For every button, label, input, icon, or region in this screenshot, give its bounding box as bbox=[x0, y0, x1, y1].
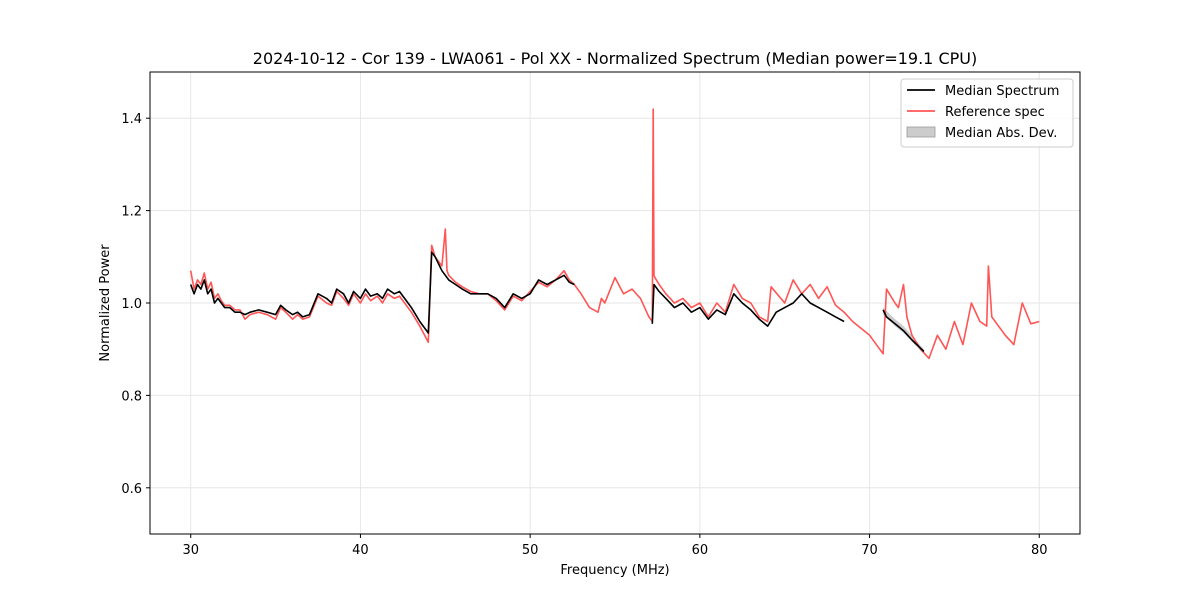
x-tick-label: 40 bbox=[352, 543, 369, 558]
series-group bbox=[189, 108, 1040, 360]
x-ticks: 30 40 50 60 70 80 bbox=[182, 534, 1048, 558]
legend-box bbox=[900, 78, 1074, 148]
x-tick-label: 80 bbox=[1031, 543, 1048, 558]
x-tick-label: 30 bbox=[182, 543, 199, 558]
median-spectrum-line bbox=[651, 283, 845, 327]
y-tick-label: 0.6 bbox=[121, 482, 142, 497]
y-tick-label: 1.2 bbox=[121, 205, 142, 220]
legend-mad-label: Median Abs. Dev. bbox=[945, 126, 1057, 141]
legend-median-label: Median Spectrum bbox=[945, 84, 1059, 99]
x-axis-label: Frequency (MHz) bbox=[560, 563, 669, 578]
x-tick-label: 50 bbox=[522, 543, 539, 558]
y-axis-label: Normalized Power bbox=[98, 244, 113, 362]
legend: Median Spectrum Reference spec Median Ab… bbox=[900, 78, 1074, 148]
median-spectrum-line bbox=[882, 309, 925, 353]
x-tick-label: 70 bbox=[861, 543, 878, 558]
legend-reference-label: Reference spec bbox=[945, 105, 1045, 120]
chart-title: 2024-10-12 - Cor 139 - LWA061 - Pol XX -… bbox=[253, 49, 977, 68]
y-tick-label: 0.8 bbox=[121, 389, 142, 404]
y-ticks: 0.6 0.8 1.0 1.2 1.4 bbox=[121, 112, 150, 497]
legend-mad-swatch bbox=[906, 126, 936, 138]
y-tick-label: 1.4 bbox=[121, 112, 142, 127]
reference-spectrum-line bbox=[189, 108, 1040, 360]
median-spectrum-line bbox=[189, 251, 575, 334]
y-tick-label: 1.0 bbox=[121, 297, 142, 312]
x-tick-label: 60 bbox=[692, 543, 709, 558]
